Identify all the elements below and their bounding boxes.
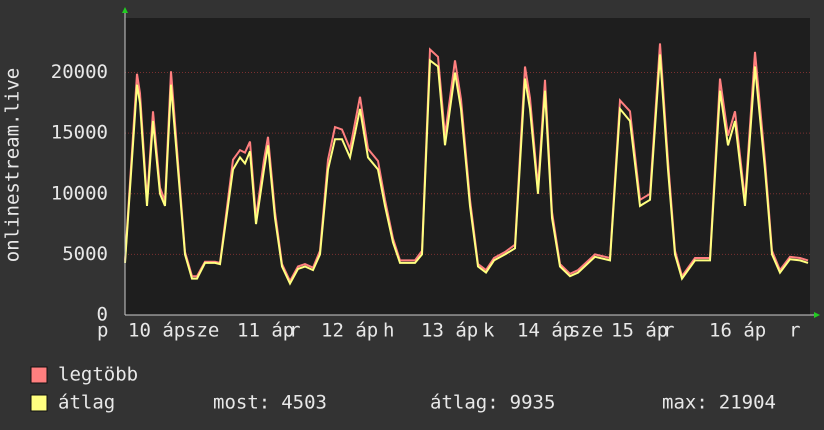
- x-tick-label: k: [483, 320, 495, 342]
- x-tick-label: sze: [185, 320, 219, 342]
- x-tick-label: 11 áp: [237, 320, 294, 342]
- x-tick-label: 14 áp: [517, 320, 574, 342]
- x-arrow: [814, 312, 820, 318]
- x-tick-label: 13 áp: [421, 320, 478, 342]
- legend-swatch: [30, 394, 48, 412]
- x-tick-label: r: [663, 320, 674, 342]
- series-line: [124, 54, 809, 286]
- x-tick-label: r: [289, 320, 300, 342]
- stat-value: 4503: [281, 392, 327, 414]
- legend-swatch: [30, 366, 48, 384]
- x-tick-label: 12 áp: [321, 320, 378, 342]
- x-tick-label: r: [789, 320, 800, 342]
- stat-value: 9935: [510, 392, 556, 414]
- y-tick-label: 15000: [51, 122, 108, 144]
- x-tick-label: 10 áp: [128, 320, 185, 342]
- stat-label: most:: [213, 392, 270, 414]
- y-tick-label: 0: [97, 304, 108, 326]
- y-tick-label: 10000: [51, 182, 108, 204]
- stat-value: 21904: [719, 392, 776, 414]
- series: [124, 43, 809, 286]
- x-tick-label: 15 áp: [611, 320, 668, 342]
- x-tick-label: 16 áp: [709, 320, 766, 342]
- legend-label: legtöbb: [58, 364, 138, 386]
- x-tick-label: p: [97, 320, 108, 342]
- legend: legtöbb átlag most: 4503 átlag: 9935 max: 21904: [30, 364, 776, 414]
- y-axis-label: onlinestream.live: [2, 68, 24, 262]
- y-tick-label: 5000: [62, 243, 108, 265]
- y-arrow: [122, 7, 128, 13]
- x-tick-label: h: [383, 320, 394, 342]
- x-tick-label: sze: [569, 320, 603, 342]
- stat-label: max:: [662, 392, 708, 414]
- y-tick-label: 20000: [51, 61, 108, 83]
- legend-label: átlag: [58, 392, 115, 414]
- stat-label: átlag:: [430, 392, 499, 414]
